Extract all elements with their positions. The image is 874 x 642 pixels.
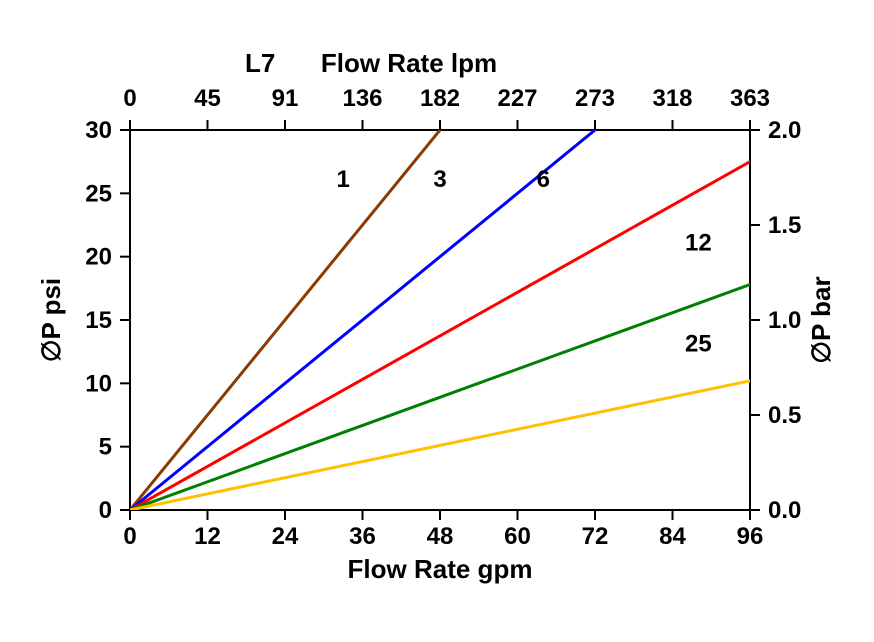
series-label-12: 12 [685, 229, 712, 256]
x-top-tick-label: 318 [652, 85, 692, 112]
series-label-3: 3 [433, 166, 446, 193]
x-bottom-tick-label: 24 [272, 523, 299, 550]
y-right-tick-label: 2.0 [768, 117, 801, 144]
x-bottom-tick-label: 48 [427, 523, 454, 550]
y-right-tick-label: 0.0 [768, 497, 801, 524]
y-left-tick-label: 10 [85, 370, 112, 397]
x-top-tick-label: 273 [575, 85, 615, 112]
x-bottom-tick-label: 12 [194, 523, 221, 550]
x-top-tick-label: 363 [730, 85, 770, 112]
x-bottom-tick-label: 96 [737, 523, 764, 550]
y-right-tick-label: 1.0 [768, 307, 801, 334]
x-bottom-tick-label: 0 [123, 523, 136, 550]
y-right-label: ∅P bar [806, 276, 836, 363]
x-top-tick-label: 182 [420, 85, 460, 112]
y-left-tick-label: 5 [99, 434, 112, 461]
x-top-tick-label: 227 [497, 85, 537, 112]
x-bottom-tick-label: 60 [504, 523, 531, 550]
series-label-25: 25 [685, 331, 712, 358]
y-right-tick-label: 0.5 [768, 402, 801, 429]
chart-container: 136122501224364860728496Flow Rate gpm045… [0, 0, 874, 642]
y-left-tick-label: 30 [85, 117, 112, 144]
x-bottom-tick-label: 36 [349, 523, 376, 550]
x-top-tick-label: 91 [272, 85, 299, 112]
series-label-6: 6 [537, 166, 550, 193]
flow-pressure-chart: 136122501224364860728496Flow Rate gpm045… [0, 0, 874, 642]
chart-code-label: L7 [245, 48, 275, 78]
x-top-tick-label: 45 [194, 85, 221, 112]
y-left-tick-label: 25 [85, 180, 112, 207]
series-label-1: 1 [336, 166, 349, 193]
y-left-tick-label: 0 [99, 497, 112, 524]
x-bottom-tick-label: 84 [659, 523, 686, 550]
x-top-tick-label: 0 [123, 85, 136, 112]
y-left-label: ∅P psi [36, 278, 66, 362]
x-top-tick-label: 136 [342, 85, 382, 112]
y-left-tick-label: 20 [85, 244, 112, 271]
x-bottom-label: Flow Rate gpm [348, 554, 533, 584]
y-left-tick-label: 15 [85, 307, 112, 334]
y-right-tick-label: 1.5 [768, 212, 801, 239]
x-top-label: Flow Rate lpm [321, 48, 497, 78]
x-bottom-tick-label: 72 [582, 523, 609, 550]
